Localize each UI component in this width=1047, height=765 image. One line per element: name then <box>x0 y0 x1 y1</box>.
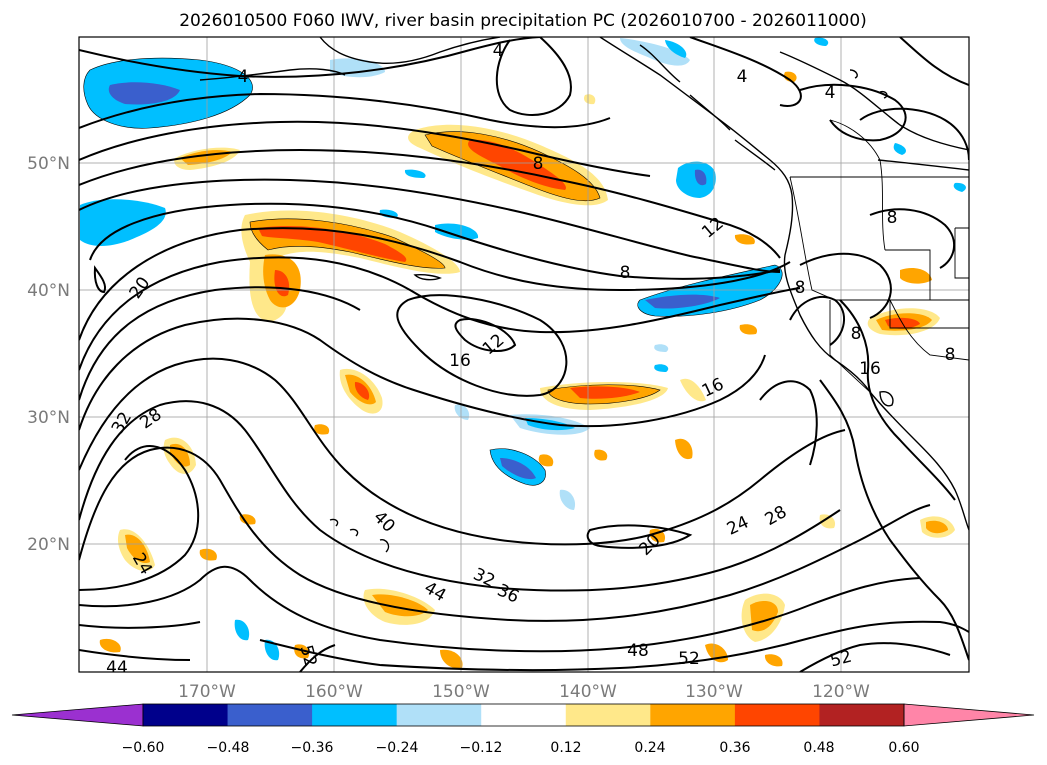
colorbar-segment <box>312 704 398 726</box>
lon-label: 170°W <box>178 682 236 702</box>
lat-label: 20°N <box>27 535 70 555</box>
colorbar-segment <box>819 704 905 726</box>
colorbar-segment <box>481 704 567 726</box>
contour-label: 52 <box>678 649 700 669</box>
colorbar-tick-label: −0.36 <box>291 740 334 756</box>
contour-label: 8 <box>795 278 806 298</box>
colorbar-frame <box>142 703 905 727</box>
lat-labels: 50°N 40°N 30°N 20°N <box>27 154 70 555</box>
lon-label: 150°W <box>432 682 490 702</box>
colorbar-segments <box>11 703 1035 727</box>
political-borders <box>789 119 969 393</box>
contour-label: 4 <box>493 41 504 61</box>
map-panel: 4 4 4 4 8 8 8 8 8 8 12 12 16 16 16 20 20… <box>78 36 970 678</box>
iwv-contours <box>79 37 969 672</box>
gridlines <box>79 37 969 672</box>
colorbar-tick-label: 0.48 <box>803 740 834 756</box>
lon-labels: 170°W 160°W 150°W 140°W 130°W 120°W <box>178 682 870 702</box>
contour-label: 8 <box>945 345 956 365</box>
contour-label: 8 <box>533 154 544 174</box>
lat-label: 40°N <box>27 281 70 301</box>
lon-label: 120°W <box>812 682 870 702</box>
colorbar-tick-label: 0.60 <box>888 740 919 756</box>
contour-label: 8 <box>887 208 898 228</box>
contour-label: 8 <box>851 324 862 344</box>
colorbar-tick-label: −0.24 <box>376 740 419 756</box>
colorbar-segment <box>143 704 229 726</box>
colorbar-tick-label: 0.36 <box>719 740 750 756</box>
colorbar-segment <box>734 704 820 726</box>
contour-label: 8 <box>620 263 631 283</box>
colorbar-tick-label: 0.12 <box>550 740 581 756</box>
lon-label: 140°W <box>559 682 617 702</box>
colorbar-tick-label: −0.12 <box>460 740 503 756</box>
contour-label: 44 <box>106 658 128 678</box>
colorbar: −0.60 −0.48 −0.36 −0.24 −0.12 0.12 0.24 … <box>11 703 1035 756</box>
contour-label: 16 <box>859 359 881 379</box>
contour-label: 48 <box>627 641 649 661</box>
lon-label: 130°W <box>685 682 743 702</box>
colorbar-tick-label: −0.60 <box>122 740 165 756</box>
contour-label: 16 <box>449 351 471 371</box>
contour-label: 4 <box>825 83 836 103</box>
contour-label: 4 <box>737 67 748 87</box>
contour-label: 4 <box>238 67 249 87</box>
lon-label: 160°W <box>305 682 363 702</box>
colorbar-segment <box>565 704 651 726</box>
colorbar-ticks: −0.60 −0.48 −0.36 −0.24 −0.12 0.12 0.24 … <box>122 740 920 756</box>
map-background <box>79 37 969 672</box>
lat-label: 50°N <box>27 154 70 174</box>
figure-title: 2026010500 F060 IWV, river basin precipi… <box>179 11 867 31</box>
colorbar-segment <box>650 704 736 726</box>
lat-label: 30°N <box>27 408 70 428</box>
colorbar-extend-max <box>903 703 1035 727</box>
coastlines <box>199 37 969 553</box>
colorbar-segment <box>396 704 482 726</box>
colorbar-extend-min <box>11 703 144 727</box>
colorbar-tick-label: 0.24 <box>634 740 665 756</box>
map-frame <box>78 36 970 673</box>
colorbar-tick-label: −0.48 <box>207 740 250 756</box>
colorbar-segment <box>227 704 313 726</box>
